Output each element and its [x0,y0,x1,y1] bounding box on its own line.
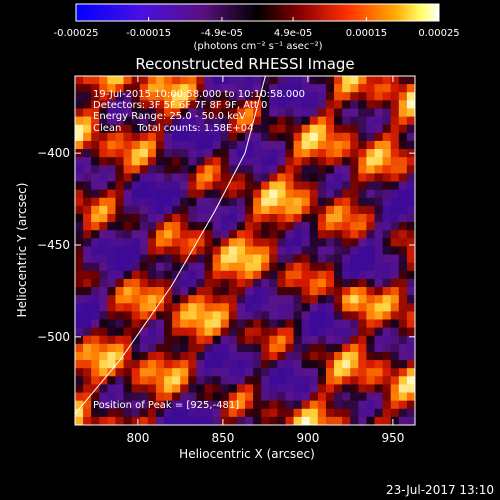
y-tick-label: −500 [37,330,70,344]
x-axis-ticks: 800 850 900 950 [126,76,404,445]
x-tick-label: 850 [211,431,234,445]
plot-frame [74,75,416,426]
y-tick-label: −400 [37,146,70,160]
y-tick-label: −450 [37,238,70,252]
solar-limb-line [75,76,266,415]
colorbar-ticks: -0.00025 -0.00015 -4.9e-05 4.9e-05 0.00015 0.… [54,17,460,39]
annotation-detectors: Detectors: 3F 5F 6F 7F 8F 9F, Att 0 [93,100,267,111]
chart-title: Reconstructed RHESSI Image [135,55,354,73]
y-axis-label: Heliocentric Y (arcsec) [15,183,29,318]
colorbar-tick-label: 0.00025 [418,28,459,39]
colorbar-tick-label: -4.9e-05 [201,28,243,39]
annotation-method: Clean Total counts: 1.58E+04 [93,123,253,134]
colorbar-tick-label: 0.00015 [346,28,387,39]
y-axis-ticks: −400 −450 −500 [37,146,415,344]
heatmap-image [75,76,415,425]
x-tick-label: 950 [381,431,404,445]
colorbar [75,3,440,22]
x-tick-label: 900 [296,431,319,445]
x-axis-label: Heliocentric X (arcsec) [179,447,315,461]
colorbar-tick-label: -0.00025 [54,28,99,39]
annotation-energy: Energy Range: 25.0 - 50.0 keV [93,111,246,122]
timestamp: 23-Jul-2017 13:10 [386,483,494,497]
annotation-peak: Position of Peak = [925,-481] [93,400,239,411]
colorbar-unit-label: (photons cm⁻² s⁻¹ asec⁻²) [193,41,322,52]
colorbar-tick-label: -0.00015 [126,28,171,39]
annotation-time-range: 19-Jul-2015 10:00:58.000 to 10:10:58.000 [93,89,305,100]
x-tick-label: 800 [126,431,149,445]
colorbar-tick-label: 4.9e-05 [274,28,312,39]
